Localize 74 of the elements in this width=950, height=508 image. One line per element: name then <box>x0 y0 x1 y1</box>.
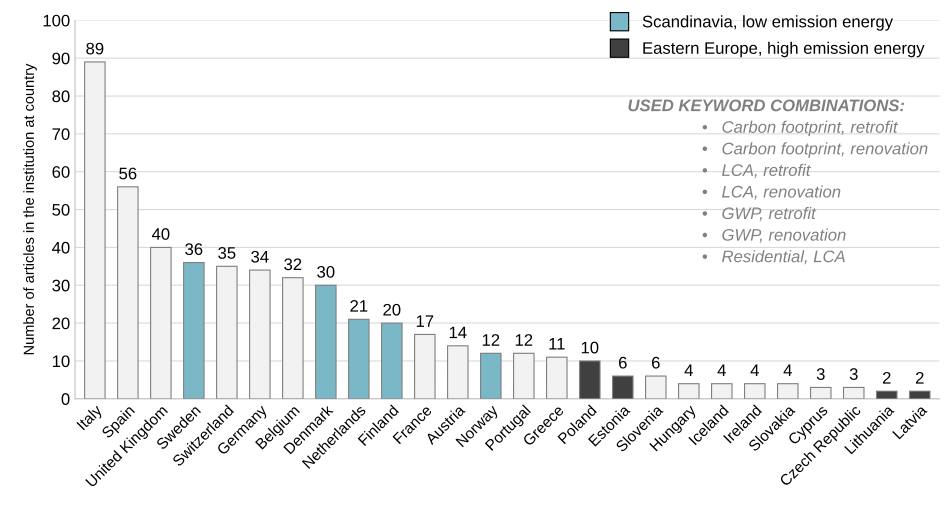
annotation: USED KEYWORD COMBINATIONS: <box>628 100 904 112</box>
bar <box>908 390 931 399</box>
annotation: • Carbon footprint, renovation <box>702 142 928 158</box>
bar <box>876 390 898 399</box>
legend-label: Eastern Europe, high emission energy <box>643 42 925 58</box>
data-label: 4 <box>718 364 726 376</box>
bar <box>117 186 139 399</box>
bar <box>216 266 238 399</box>
data-label: 36 <box>185 243 202 256</box>
y-tick-label: 80 <box>52 90 70 102</box>
annotation: • GWP, retrofit <box>702 206 816 222</box>
data-label: 2 <box>916 372 924 384</box>
data-label: 6 <box>652 356 660 369</box>
data-label: 11 <box>549 338 565 350</box>
bar <box>282 277 304 399</box>
annotation: • Residential, LCA <box>702 250 845 264</box>
data-label: 20 <box>383 304 400 316</box>
data-label: 6 <box>619 356 627 369</box>
bar <box>744 383 766 399</box>
y-tick-label: 20 <box>52 317 70 330</box>
data-label: 3 <box>850 368 858 380</box>
bar <box>249 270 271 399</box>
data-label: 12 <box>516 334 532 346</box>
bar <box>579 360 601 399</box>
y-tick-label: 10 <box>52 355 70 368</box>
y-tick-label: 90 <box>52 52 70 64</box>
annotation: • LCA, retrofit <box>702 164 812 178</box>
data-label: 4 <box>750 364 759 376</box>
bar <box>546 356 568 399</box>
data-label: 4 <box>684 364 693 376</box>
legend-label: Scandinavia, low emission energy <box>642 15 894 31</box>
y-tick-label: 60 <box>52 166 70 178</box>
bar <box>678 383 700 399</box>
y-tick-label: 70 <box>52 128 70 140</box>
bar <box>810 386 832 399</box>
data-label: 3 <box>816 368 825 380</box>
y-tick-label: 30 <box>52 280 70 292</box>
y-tick-label: 40 <box>52 242 70 254</box>
data-label: 21 <box>350 300 368 312</box>
annotation: • GWP, renovation <box>702 228 846 243</box>
bar <box>381 322 403 399</box>
data-label: 34 <box>251 250 269 263</box>
data-label: 56 <box>119 168 136 180</box>
bar <box>414 334 436 399</box>
data-label: 35 <box>218 247 236 259</box>
data-label: 32 <box>284 258 302 270</box>
bar <box>645 376 667 399</box>
bar <box>84 61 106 399</box>
data-label: 4 <box>784 364 792 376</box>
bar <box>183 262 205 399</box>
data-label: 40 <box>152 228 170 240</box>
data-label: 89 <box>86 42 104 54</box>
bar <box>513 352 535 399</box>
data-label: 12 <box>482 334 500 346</box>
y-tick-label: 100 <box>44 14 70 27</box>
bar <box>776 383 799 399</box>
data-label: 10 <box>582 342 598 354</box>
annotation: • Carbon footprint, retrofit <box>702 120 898 136</box>
annotation: • LCA, renovation <box>702 185 840 200</box>
data-label: 2 <box>882 372 891 384</box>
bar <box>315 284 337 399</box>
data-label: 30 <box>317 266 334 278</box>
bar <box>710 383 733 399</box>
y-axis-title: Number of articles in the institution at country <box>23 64 37 354</box>
data-label: 17 <box>416 315 434 327</box>
data-label: 14 <box>450 326 467 338</box>
y-tick-label: 50 <box>52 204 70 216</box>
bar <box>480 352 502 399</box>
y-tick-label: 0 <box>62 393 70 405</box>
bar <box>842 386 865 399</box>
bar <box>150 246 172 399</box>
bar <box>612 376 634 399</box>
bar <box>348 318 370 399</box>
bar <box>447 345 469 399</box>
